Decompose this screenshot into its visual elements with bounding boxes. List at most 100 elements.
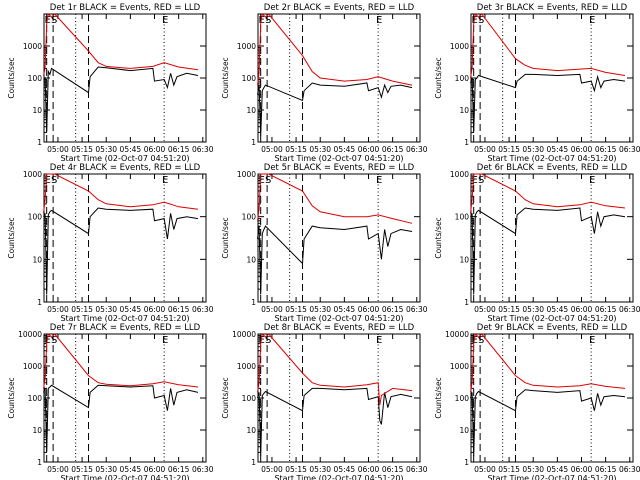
time-marker-label: S [478, 335, 484, 346]
x-tick-label: 06:30 [619, 465, 640, 474]
x-tick-label: 06:00 [571, 305, 593, 314]
y-tick-label: 1 [37, 458, 42, 467]
y-tick-label: 100 [455, 74, 470, 83]
panel-title: Det 2r BLACK = Events, RED = LLD [264, 3, 415, 13]
time-marker-label: E [589, 15, 595, 26]
x-tick-label: 05:15 [285, 145, 307, 154]
events-series-line [43, 384, 199, 453]
x-tick-label: 05:45 [120, 465, 142, 474]
y-tick-label: 1000 [23, 362, 42, 371]
lld-series-line [43, 173, 199, 214]
panel-title: Det 3r BLACK = Events, RED = LLD [477, 3, 628, 13]
events-series-line [257, 387, 413, 457]
y-tick-label: 100 [242, 213, 257, 222]
panel-title: Det 4r BLACK = Events, RED = LLD [50, 163, 201, 173]
y-tick-label: 1 [464, 458, 469, 467]
y-tick-label: 100 [455, 213, 470, 222]
x-tick-label: 05:30 [309, 145, 331, 154]
time-marker-label: S [265, 15, 271, 26]
x-tick-label: 06:30 [192, 145, 214, 154]
events-series-line [470, 73, 626, 133]
x-tick-label: 06:00 [144, 465, 166, 474]
y-axis-label: Counts/sec [221, 57, 230, 98]
x-tick-label: 06:30 [192, 305, 214, 314]
time-marker-label: E [376, 335, 382, 346]
x-tick-label: 05:45 [120, 305, 142, 314]
time-marker-label: S [265, 175, 271, 186]
lld-series-line [470, 12, 626, 79]
x-tick-label: 05:15 [71, 305, 93, 314]
y-tick-label: 1 [37, 298, 42, 307]
time-marker-label: S [51, 335, 57, 346]
y-tick-label: 10 [459, 426, 469, 435]
x-tick-label: 05:45 [334, 145, 356, 154]
time-marker-label: E [162, 175, 168, 186]
x-tick-label: 06:30 [406, 145, 428, 154]
x-tick-label: 05:00 [47, 145, 69, 154]
x-tick-label: 05:15 [498, 465, 520, 474]
y-tick-label: 100 [242, 394, 257, 403]
x-tick-label: 06:15 [595, 465, 617, 474]
x-tick-label: 05:30 [95, 145, 117, 154]
plot-frame [257, 173, 421, 303]
y-tick-label: 10000 [18, 330, 42, 339]
time-marker-label: E [376, 15, 382, 26]
x-tick-label: 06:00 [144, 145, 166, 154]
time-marker-label: S [265, 335, 271, 346]
time-marker-label: S [478, 15, 484, 26]
time-marker-label: E [162, 15, 168, 26]
y-tick-label: 100 [242, 74, 257, 83]
time-marker-label: S [478, 175, 484, 186]
x-tick-label: 06:30 [192, 465, 214, 474]
y-tick-label: 1000 [450, 362, 469, 371]
x-tick-label: 06:00 [571, 465, 593, 474]
x-tick-label: 05:15 [71, 145, 93, 154]
y-tick-label: 100 [28, 213, 43, 222]
lld-series-line [43, 332, 199, 389]
time-marker-label: E [589, 335, 595, 346]
x-axis-label: Start Time (02-Oct-07 04:51:20) [274, 474, 403, 480]
x-tick-label: 05:00 [261, 305, 283, 314]
events-series-line [257, 82, 413, 137]
x-tick-label: 06:00 [571, 145, 593, 154]
x-tick-label: 05:45 [547, 465, 569, 474]
x-tick-label: 05:00 [261, 145, 283, 154]
panel-title: Det 8r BLACK = Events, RED = LLD [264, 323, 415, 333]
x-tick-label: 06:30 [406, 465, 428, 474]
time-marker-label: E [589, 175, 595, 186]
y-tick-label: 1 [251, 138, 256, 147]
time-marker-label: S [51, 15, 57, 26]
events-series-line [43, 66, 199, 133]
x-tick-label: 05:00 [47, 305, 69, 314]
x-axis-label: Start Time (02-Oct-07 04:51:20) [60, 474, 189, 480]
x-axis-label: Start Time (02-Oct-07 04:51:20) [487, 154, 616, 163]
plot-frame [43, 13, 207, 143]
panel-title: Det 7r BLACK = Events, RED = LLD [50, 323, 201, 333]
y-axis-label: Counts/sec [7, 377, 16, 418]
x-tick-label: 06:15 [168, 465, 190, 474]
x-tick-label: 06:15 [382, 145, 404, 154]
y-tick-label: 10000 [232, 330, 256, 339]
x-tick-label: 05:15 [498, 145, 520, 154]
x-tick-label: 06:15 [595, 305, 617, 314]
x-axis-label: Start Time (02-Oct-07 04:51:20) [60, 154, 189, 163]
x-tick-label: 05:30 [522, 145, 544, 154]
y-tick-label: 1000 [237, 362, 256, 371]
y-tick-label: 10 [459, 106, 469, 115]
y-tick-label: 1 [251, 298, 256, 307]
y-tick-label: 1 [37, 138, 42, 147]
events-series-line [470, 389, 626, 457]
x-tick-label: 06:15 [382, 465, 404, 474]
x-tick-label: 05:45 [334, 465, 356, 474]
y-axis-label: Counts/sec [7, 217, 16, 258]
x-tick-label: 06:30 [406, 305, 428, 314]
x-tick-label: 05:30 [522, 465, 544, 474]
x-tick-label: 05:30 [309, 305, 331, 314]
x-tick-label: 06:30 [619, 145, 640, 154]
x-tick-label: 06:15 [168, 305, 190, 314]
x-tick-label: 05:30 [95, 465, 117, 474]
